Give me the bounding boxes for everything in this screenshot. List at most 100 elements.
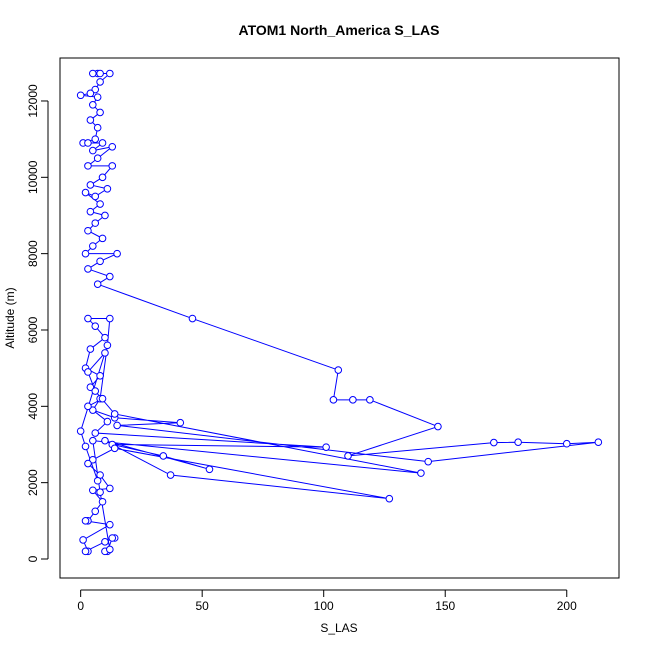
data-point	[91, 387, 100, 395]
y-tick-label: 6000	[26, 316, 40, 343]
data-point	[110, 444, 119, 453]
data-point	[385, 494, 394, 503]
data-point	[84, 139, 92, 147]
data-point	[84, 226, 92, 235]
data-point	[96, 371, 104, 380]
y-tick-label: 4000	[26, 393, 40, 420]
data-point	[81, 517, 90, 525]
x-tick-label: 150	[435, 599, 455, 613]
data-point	[108, 534, 117, 542]
data-point	[344, 452, 352, 460]
data-point	[89, 406, 97, 414]
data-point	[349, 396, 357, 404]
data-point	[84, 459, 92, 468]
data-point	[205, 465, 214, 474]
data-point	[101, 436, 109, 445]
data-point	[89, 100, 97, 109]
data-point	[101, 538, 109, 546]
data-point	[490, 438, 498, 447]
data-point	[91, 429, 100, 437]
chart-title: ATOM1 North_America S_LAS	[239, 22, 440, 38]
data-point	[79, 536, 87, 544]
data-point	[106, 69, 114, 78]
x-tick-label: 200	[557, 599, 577, 613]
data-point	[98, 234, 107, 243]
data-point	[96, 257, 104, 266]
data-point	[98, 139, 107, 147]
data-point	[98, 173, 107, 182]
y-axis-label: Altitude (m)	[3, 287, 17, 348]
data-point	[86, 116, 95, 124]
data-point	[329, 396, 338, 404]
data-point	[103, 184, 112, 193]
y-tick-label: 8000	[26, 240, 40, 267]
data-point	[103, 417, 112, 426]
data-point	[91, 135, 100, 143]
data-point	[86, 89, 95, 98]
data-point	[91, 507, 100, 516]
data-point	[84, 314, 92, 323]
data-point	[166, 471, 175, 479]
y-tick-label: 10000	[26, 160, 40, 194]
data-point	[96, 78, 104, 86]
data-point	[89, 242, 97, 250]
data-point	[91, 219, 100, 227]
data-point	[594, 438, 603, 446]
data-point	[89, 436, 97, 445]
y-tick-label: 12000	[26, 84, 40, 118]
x-tick-label: 50	[196, 599, 210, 613]
data-point	[81, 442, 90, 451]
data-point	[106, 272, 114, 281]
data-point	[188, 314, 197, 323]
data-point	[366, 396, 374, 404]
data-point	[108, 142, 117, 151]
data-point	[417, 469, 425, 477]
data-point	[113, 249, 121, 258]
data-point	[84, 162, 92, 170]
y-tick-label: 2000	[26, 469, 40, 496]
data-point	[110, 410, 119, 418]
data-point	[106, 545, 114, 554]
x-tick-label: 100	[314, 599, 334, 613]
data-point	[81, 249, 90, 258]
data-point	[101, 349, 109, 357]
data-point	[96, 69, 104, 78]
data-point	[434, 422, 442, 431]
data-point	[424, 457, 433, 466]
data-point	[101, 333, 109, 342]
data-point	[89, 146, 97, 155]
data-point	[86, 383, 95, 392]
x-axis-label: S_LAS	[320, 621, 357, 635]
data-point	[96, 488, 104, 496]
data-point	[89, 69, 97, 78]
data-point	[108, 162, 117, 170]
data-point	[334, 366, 343, 374]
data-point	[89, 455, 97, 464]
data-point	[98, 394, 107, 403]
data-point	[84, 265, 92, 273]
data-point	[93, 154, 102, 163]
data-point	[106, 484, 114, 493]
data-point	[93, 476, 102, 485]
x-tick-label: 0	[77, 599, 84, 613]
data-point	[93, 123, 102, 132]
y-tick-label: 0	[26, 555, 40, 562]
data-point	[86, 345, 95, 353]
data-point	[113, 421, 121, 430]
data-point	[76, 91, 85, 100]
data-point	[322, 443, 330, 451]
data-point	[93, 280, 102, 288]
data-point	[101, 211, 109, 220]
data-point	[159, 452, 168, 460]
data-point	[86, 207, 95, 216]
data-point	[106, 520, 114, 529]
data-point	[103, 341, 112, 350]
data-line	[80, 72, 599, 552]
data-point	[96, 108, 104, 117]
data-point	[96, 200, 104, 208]
data-point	[514, 438, 522, 446]
data-point	[562, 439, 571, 448]
data-point	[106, 314, 114, 323]
data-point	[86, 181, 95, 189]
data-point	[81, 188, 90, 197]
